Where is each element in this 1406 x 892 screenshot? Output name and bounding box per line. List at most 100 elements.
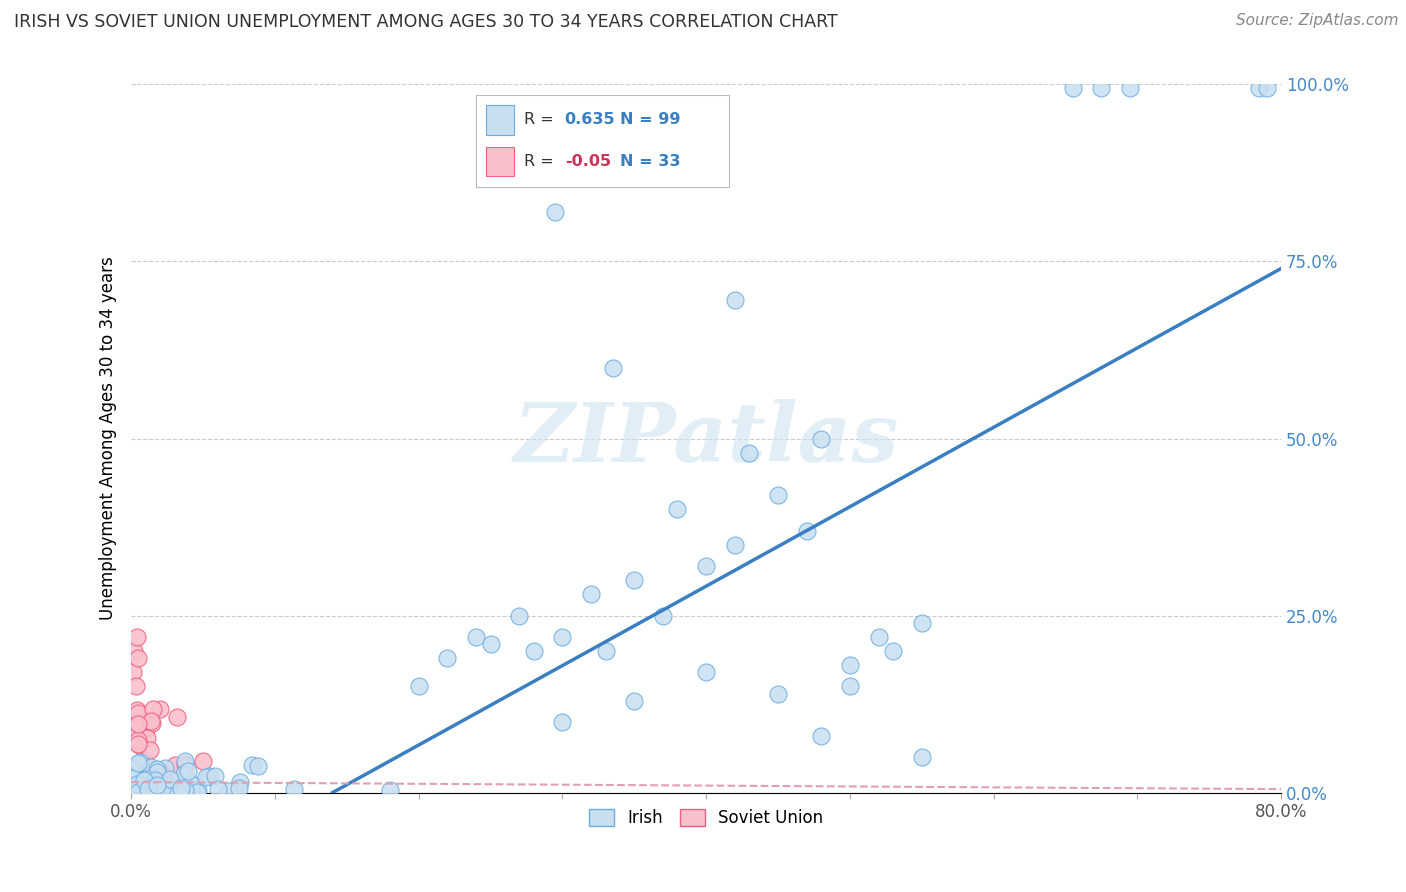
- Point: [1119, 81, 1142, 95]
- Point: [173, 767, 195, 781]
- Point: [796, 524, 818, 538]
- Point: [122, 784, 145, 798]
- Point: [145, 764, 167, 779]
- Text: IRISH VS SOVIET UNION UNEMPLOYMENT AMONG AGES 30 TO 34 YEARS CORRELATION CHART: IRISH VS SOVIET UNION UNEMPLOYMENT AMONG…: [14, 13, 838, 31]
- Point: [695, 665, 717, 680]
- Point: [766, 488, 789, 502]
- Point: [135, 783, 157, 797]
- Point: [465, 630, 488, 644]
- Point: [124, 765, 146, 780]
- Point: [124, 680, 146, 694]
- Point: [180, 777, 202, 791]
- Point: [134, 780, 156, 794]
- Point: [179, 782, 201, 797]
- Point: [127, 779, 149, 793]
- Point: [127, 737, 149, 751]
- Point: [139, 714, 162, 728]
- Point: [141, 716, 163, 731]
- Point: [623, 573, 645, 587]
- Point: [176, 764, 198, 779]
- Point: [165, 758, 187, 772]
- Point: [173, 782, 195, 797]
- Point: [283, 782, 305, 797]
- Point: [125, 630, 148, 644]
- Point: [127, 651, 149, 665]
- Point: [142, 780, 165, 794]
- Point: [838, 680, 860, 694]
- Point: [766, 686, 789, 700]
- Point: [124, 767, 146, 781]
- Point: [125, 735, 148, 749]
- Point: [165, 782, 187, 797]
- Point: [180, 776, 202, 790]
- Point: [127, 777, 149, 791]
- Point: [602, 360, 624, 375]
- Point: [125, 704, 148, 718]
- Point: [170, 780, 193, 795]
- Point: [146, 782, 169, 797]
- Point: [132, 785, 155, 799]
- Point: [128, 772, 150, 786]
- Point: [1062, 81, 1084, 95]
- Point: [128, 782, 150, 797]
- Point: [136, 778, 159, 792]
- Point: [139, 785, 162, 799]
- Point: [155, 777, 177, 791]
- Point: [136, 780, 159, 794]
- Point: [551, 714, 574, 729]
- Point: [132, 782, 155, 797]
- Point: [544, 205, 567, 219]
- Point: [579, 587, 602, 601]
- Point: [186, 785, 208, 799]
- Text: Source: ZipAtlas.com: Source: ZipAtlas.com: [1236, 13, 1399, 29]
- Point: [143, 780, 166, 794]
- Point: [623, 693, 645, 707]
- Point: [122, 785, 145, 799]
- Point: [150, 781, 173, 796]
- Point: [378, 782, 401, 797]
- Point: [911, 615, 934, 630]
- Point: [194, 770, 217, 784]
- Point: [911, 750, 934, 764]
- Point: [146, 778, 169, 792]
- Point: [247, 758, 270, 772]
- Point: [810, 729, 832, 743]
- Point: [143, 772, 166, 787]
- Point: [136, 772, 159, 786]
- Point: [127, 717, 149, 731]
- Point: [810, 432, 832, 446]
- Point: [128, 738, 150, 752]
- Point: [551, 630, 574, 644]
- Point: [882, 644, 904, 658]
- Point: [134, 785, 156, 799]
- Point: [134, 783, 156, 797]
- Point: [165, 781, 187, 796]
- Point: [124, 764, 146, 778]
- Point: [174, 754, 197, 768]
- Point: [436, 651, 458, 665]
- Point: [695, 559, 717, 574]
- Point: [122, 785, 145, 799]
- Point: [121, 781, 143, 796]
- Point: [152, 770, 174, 784]
- Point: [1249, 81, 1271, 95]
- Point: [132, 753, 155, 767]
- Y-axis label: Unemployment Among Ages 30 to 34 years: Unemployment Among Ages 30 to 34 years: [100, 257, 117, 621]
- Point: [132, 772, 155, 786]
- Point: [136, 731, 159, 745]
- Point: [523, 644, 546, 658]
- Point: [738, 446, 761, 460]
- Point: [155, 761, 177, 775]
- Point: [207, 781, 229, 796]
- Point: [228, 775, 250, 789]
- Point: [135, 785, 157, 799]
- Point: [124, 714, 146, 729]
- Legend: Irish, Soviet Union: Irish, Soviet Union: [582, 803, 830, 834]
- Point: [145, 780, 167, 795]
- Point: [204, 769, 226, 783]
- Point: [242, 758, 264, 772]
- Point: [139, 779, 162, 793]
- Point: [595, 644, 617, 658]
- Point: [122, 771, 145, 785]
- Point: [724, 293, 747, 308]
